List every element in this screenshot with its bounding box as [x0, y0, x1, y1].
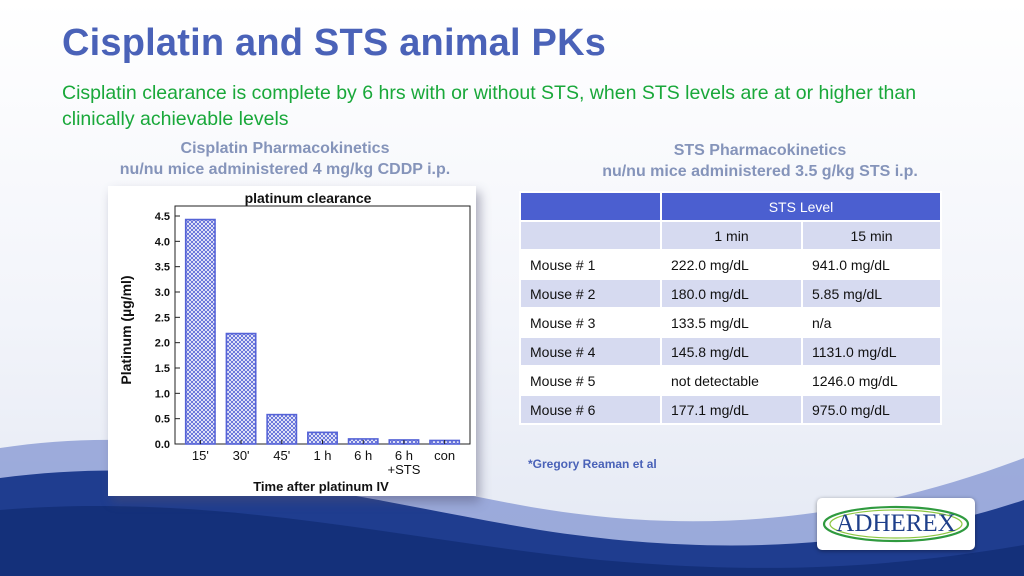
platinum-chart-svg: platinum clearance Platinum (µg/ml) Time…	[118, 190, 471, 494]
chart-ylabel: Platinum (µg/ml)	[118, 275, 134, 384]
row-label: Mouse # 4	[519, 336, 662, 367]
column-1min-header: 1 min	[660, 220, 803, 251]
y-tick-label: 0.0	[155, 439, 170, 451]
table-header-row: STS Level	[519, 191, 942, 222]
cell-1min: 180.0 mg/dL	[660, 278, 803, 309]
y-tick-label: 1.5	[155, 363, 170, 375]
right-caption-line1: STS Pharmacokinetics	[673, 142, 847, 159]
cell-1min: not detectable	[660, 365, 803, 396]
table-row: Mouse # 2 180.0 mg/dL 5.85 mg/dL	[519, 278, 942, 309]
cell-15min: 1246.0 mg/dL	[801, 365, 942, 396]
y-tick-label: 1.0	[155, 388, 170, 400]
table-header-blank	[519, 191, 662, 222]
sts-level-header: STS Level	[660, 191, 942, 222]
right-caption-line2: nu/nu mice administered 3.5 g/kg STS i.p…	[602, 163, 918, 180]
row-label: Mouse # 3	[519, 307, 662, 338]
y-tick-label: 0.5	[155, 414, 170, 426]
cell-1min: 133.5 mg/dL	[660, 307, 803, 338]
left-caption: Cisplatin Pharmacokinetics nu/nu mice ad…	[100, 138, 470, 180]
row-label: Mouse # 6	[519, 394, 662, 425]
adherex-logo: ADHEREX	[817, 498, 975, 550]
cell-1min: 145.8 mg/dL	[660, 336, 803, 367]
x-tick-label: 6 h	[354, 448, 372, 463]
column-15min-header: 15 min	[801, 220, 942, 251]
table-row: Mouse # 5 not detectable 1246.0 mg/dL	[519, 365, 942, 396]
cell-1min: 177.1 mg/dL	[660, 394, 803, 425]
bar	[225, 332, 257, 445]
table-row: Mouse # 3 133.5 mg/dL n/a	[519, 307, 942, 338]
plot-frame	[174, 205, 471, 445]
row-label: Mouse # 5	[519, 365, 662, 396]
slide-subtitle: Cisplatin clearance is complete by 6 hrs…	[62, 82, 917, 130]
logo-swoosh-icon	[822, 505, 970, 543]
sts-level-table: STS Level 1 min 15 min Mouse # 1 222.0 m…	[519, 191, 942, 425]
row-label: Mouse # 2	[519, 278, 662, 309]
slide-title: Cisplatin and STS animal PKs	[62, 22, 607, 64]
table-subheader-row: 1 min 15 min	[519, 220, 942, 251]
x-tick-label: 45'	[273, 448, 290, 463]
chart-xlabel: Time after platinum IV	[253, 479, 389, 494]
y-tick-label: 2.0	[155, 338, 170, 350]
row-label: Mouse # 1	[519, 249, 662, 280]
platinum-chart: platinum clearance Platinum (µg/ml) Time…	[108, 186, 476, 496]
credit-note: *Gregory Reaman et al	[528, 457, 657, 471]
y-tick-label: 4.5	[155, 211, 170, 223]
logo-text: ADHEREX	[836, 510, 956, 537]
x-tick-label: 1 h	[313, 448, 331, 463]
left-caption-line2: nu/nu mice administered 4 mg/kg CDDP i.p…	[119, 161, 451, 178]
x-tick-label: 15'	[192, 448, 209, 463]
table-subheader-blank	[519, 220, 662, 251]
x-tick-label: 6 h	[395, 448, 413, 463]
table-row: Mouse # 4 145.8 mg/dL 1131.0 mg/dL	[519, 336, 942, 367]
cell-15min: n/a	[801, 307, 942, 338]
bar	[184, 218, 216, 445]
y-tick-label: 4.0	[155, 236, 170, 248]
y-tick-label: 3.5	[155, 262, 170, 274]
y-tick-label: 2.5	[155, 312, 170, 324]
cell-15min: 5.85 mg/dL	[801, 278, 942, 309]
y-tick-label: 3.0	[155, 287, 170, 299]
x-tick-label: +STS	[387, 462, 420, 477]
x-tick-label: con	[434, 448, 455, 463]
cell-15min: 1131.0 mg/dL	[801, 336, 942, 367]
cell-15min: 975.0 mg/dL	[801, 394, 942, 425]
cell-15min: 941.0 mg/dL	[801, 249, 942, 280]
table-row: Mouse # 1 222.0 mg/dL 941.0 mg/dL	[519, 249, 942, 280]
x-tick-label: 30'	[233, 448, 250, 463]
left-caption-line1: Cisplatin Pharmacokinetics	[180, 140, 390, 157]
bar	[266, 413, 298, 445]
table-row: Mouse # 6 177.1 mg/dL 975.0 mg/dL	[519, 394, 942, 425]
chart-title: platinum clearance	[245, 190, 372, 206]
cell-1min: 222.0 mg/dL	[660, 249, 803, 280]
right-caption: STS Pharmacokinetics nu/nu mice administ…	[560, 140, 960, 182]
